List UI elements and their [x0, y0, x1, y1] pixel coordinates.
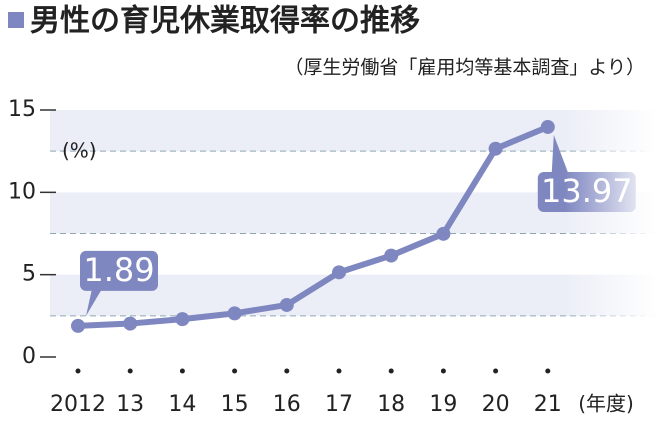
fade [40, 95, 657, 370]
x-tick-label: 15 [221, 392, 249, 417]
x-unit: (年度) [578, 392, 634, 416]
chart-subtitle: （厚生労働省「雇用均等基本調査」より） [284, 57, 645, 79]
x-tick-label: 14 [168, 392, 196, 417]
x-tick-label: 13 [116, 392, 144, 417]
y-tick-label: 10 [8, 179, 36, 204]
x-tick-label: 2012 [50, 392, 106, 417]
title-marker [8, 12, 24, 28]
x-tick-label: 17 [325, 392, 353, 417]
chart-title: 男性の育児休業取得率の推移 [30, 4, 420, 39]
x-tick-label: 21 [534, 392, 562, 417]
x-tick-label: 20 [482, 392, 510, 417]
y-tick-label: 5 [22, 262, 36, 287]
x-tick-label: 18 [377, 392, 405, 417]
y-tick-label: 15 [8, 97, 36, 122]
y-tick-label: 0 [22, 344, 36, 369]
x-tick-label: 19 [429, 392, 457, 417]
x-tick-label: 16 [273, 392, 301, 417]
